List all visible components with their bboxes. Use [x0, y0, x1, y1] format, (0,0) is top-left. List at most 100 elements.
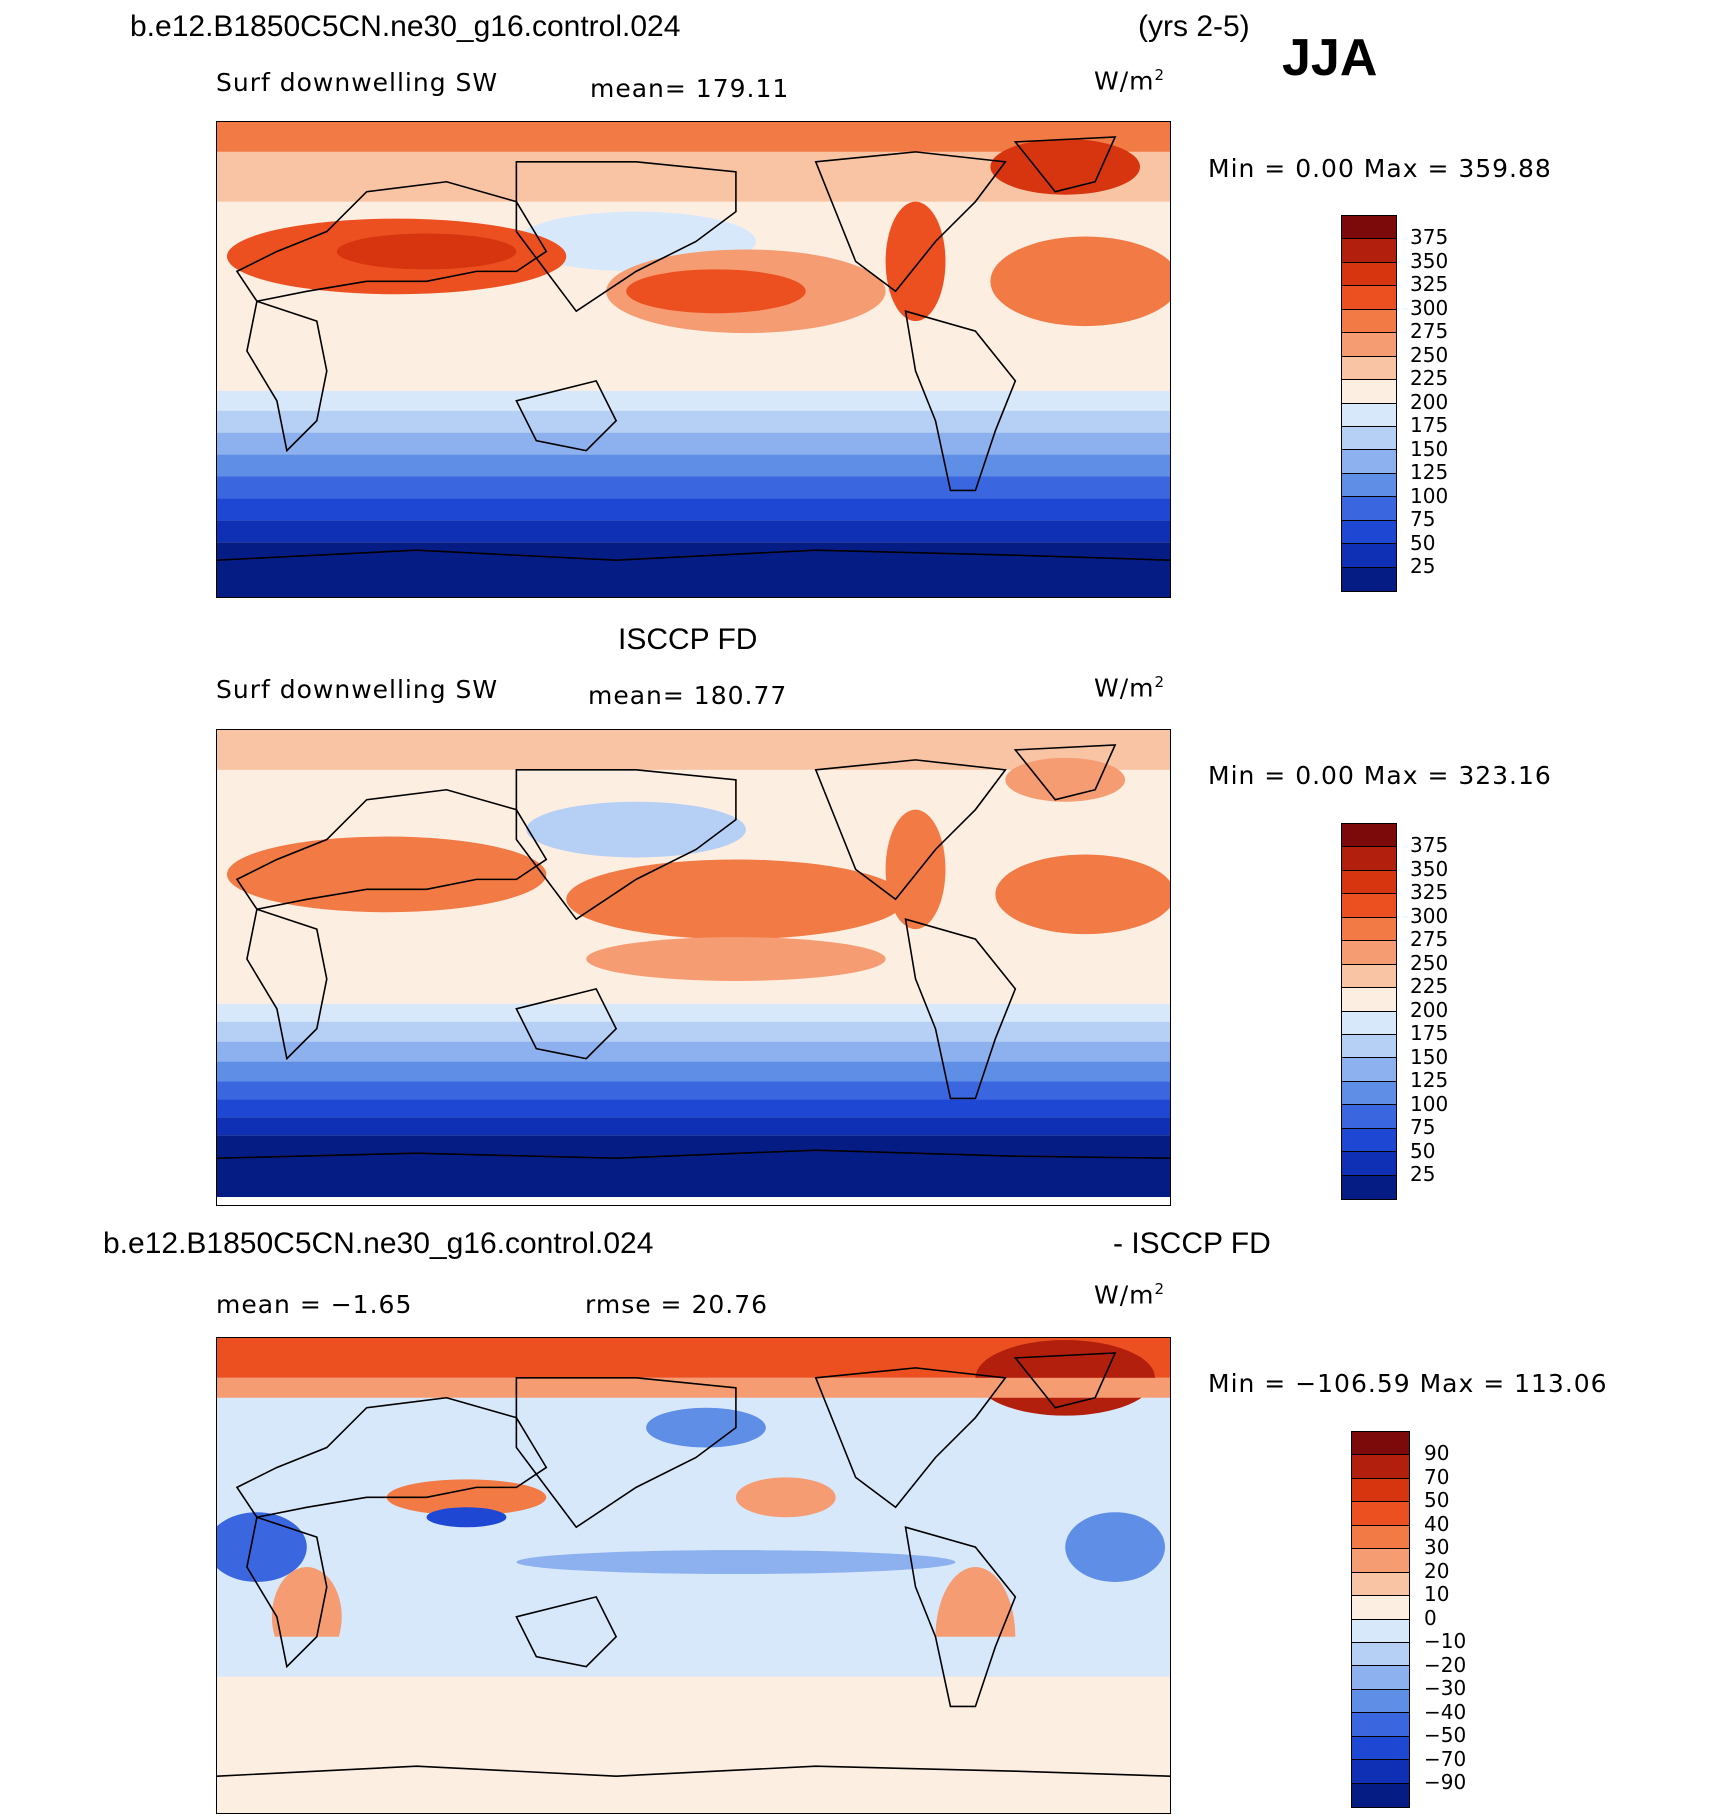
panel1-mean: mean= 179.11: [590, 74, 790, 103]
colorbar-swatch: [1342, 1058, 1396, 1082]
colorbar-label: 300: [1410, 295, 1449, 320]
colorbar-label: 200: [1410, 389, 1449, 414]
colorbar-label: 50: [1410, 530, 1436, 555]
colorbar-swatch: [1342, 380, 1396, 404]
colorbar-label: 375: [1410, 225, 1449, 249]
colorbar-swatch: [1342, 988, 1396, 1012]
colorbar-label: −30: [1424, 1676, 1467, 1700]
colorbar-swatch: [1342, 964, 1396, 989]
colorbar-label: 275: [1410, 927, 1449, 951]
colorbar-swatch: [1342, 894, 1396, 918]
colorbar-label: 225: [1410, 366, 1449, 390]
panel3-map: [216, 1337, 1171, 1814]
colorbar-label: 90: [1424, 1441, 1450, 1465]
colorbar-label: 30: [1424, 1535, 1450, 1559]
colorbar-swatch: [1342, 239, 1396, 263]
colorbar-swatch: [1352, 1666, 1409, 1690]
colorbar-swatch: [1352, 1760, 1409, 1784]
colorbar-swatch: [1352, 1525, 1409, 1550]
case-title: b.e12.B1850C5CN.ne30_g16.control.024: [130, 10, 681, 43]
colorbar-swatch: [1342, 824, 1396, 848]
colorbar-label: 75: [1410, 507, 1436, 531]
colorbar-swatch: [1352, 1689, 1409, 1714]
colorbar-swatch: [1342, 917, 1396, 942]
colorbar-label: 100: [1410, 1091, 1449, 1116]
colorbar-label: 75: [1410, 1115, 1436, 1139]
colorbar-label: −70: [1424, 1746, 1467, 1771]
colorbar-swatch: [1342, 473, 1396, 498]
colorbar-label: −40: [1424, 1699, 1467, 1724]
panel2-mean: mean= 180.77: [588, 681, 788, 710]
years-label: (yrs 2-5): [1138, 10, 1250, 43]
panel3-title-right: - ISCCP FD: [1113, 1227, 1271, 1260]
colorbar-swatch: [1352, 1596, 1409, 1620]
colorbar-swatch: [1342, 262, 1396, 287]
colorbar-swatch: [1352, 1478, 1409, 1503]
colorbar-swatch: [1342, 544, 1396, 568]
colorbar-swatch: [1342, 1128, 1396, 1153]
colorbar-swatch: [1342, 356, 1396, 381]
panel1-variable: Surf downwelling SW: [216, 68, 499, 97]
colorbar-swatch: [1352, 1455, 1409, 1479]
colorbar-swatch: [1342, 426, 1396, 451]
season-label: JJA: [1282, 29, 1378, 87]
colorbar-swatch: [1342, 941, 1396, 965]
colorbar-swatch: [1352, 1642, 1409, 1667]
colorbar-label: 50: [1410, 1138, 1436, 1163]
colorbar-swatch: [1342, 216, 1396, 240]
colorbar-label: −20: [1424, 1652, 1467, 1677]
colorbar-label: 50: [1424, 1488, 1450, 1512]
colorbar-swatch: [1342, 1011, 1396, 1035]
colorbar-swatch: [1352, 1432, 1409, 1456]
colorbar-label: 125: [1410, 1068, 1449, 1092]
colorbar-swatch: [1342, 1175, 1396, 1199]
panel3-mean: mean = −1.65: [216, 1290, 413, 1319]
colorbar-swatch: [1352, 1713, 1409, 1737]
panel2-variable: Surf downwelling SW: [216, 675, 499, 704]
panel2-units: W/m2: [1094, 673, 1166, 703]
panel2-map: [216, 729, 1171, 1206]
panel3-rmse: rmse = 20.76: [585, 1290, 769, 1319]
colorbar-label: 150: [1410, 1044, 1449, 1069]
colorbar-swatch: [1342, 1081, 1396, 1106]
colorbar-label: 250: [1410, 342, 1449, 367]
colorbar-label: 200: [1410, 997, 1449, 1022]
colorbar-label: 25: [1410, 1162, 1436, 1186]
colorbar-label: 10: [1424, 1582, 1450, 1606]
colorbar-swatch: [1342, 309, 1396, 334]
panel3-units: W/m2: [1094, 1280, 1166, 1310]
colorbar-label: 350: [1410, 856, 1449, 881]
colorbar-label: 125: [1410, 460, 1449, 484]
colorbar-label: 325: [1410, 880, 1449, 904]
panel2-title: ISCCP FD: [618, 623, 758, 656]
colorbar-label: 350: [1410, 248, 1449, 273]
colorbar-label: −90: [1424, 1770, 1467, 1794]
colorbar-label: 300: [1410, 903, 1449, 928]
colorbar-label: 25: [1410, 554, 1436, 578]
colorbar-swatch: [1342, 497, 1396, 521]
colorbar-swatch: [1342, 1152, 1396, 1176]
colorbar-swatch: [1342, 333, 1396, 357]
panel3-colorbar: [1351, 1431, 1410, 1808]
colorbar-swatch: [1342, 403, 1396, 427]
colorbar-swatch: [1342, 1034, 1396, 1059]
colorbar-label: 150: [1410, 436, 1449, 461]
panel1-units: W/m2: [1094, 66, 1166, 96]
panel3-title-left: b.e12.B1850C5CN.ne30_g16.control.024: [103, 1227, 654, 1260]
colorbar-label: 375: [1410, 833, 1449, 857]
colorbar-swatch: [1352, 1619, 1409, 1643]
colorbar-label: −10: [1424, 1629, 1467, 1653]
panel2-colorbar: [1341, 823, 1397, 1200]
colorbar-label: 325: [1410, 272, 1449, 296]
colorbar-swatch: [1342, 1105, 1396, 1129]
panel1-minmax: Min = 0.00 Max = 359.88: [1208, 154, 1552, 183]
colorbar-swatch: [1352, 1549, 1409, 1573]
colorbar-label: 250: [1410, 950, 1449, 975]
panel1-colorbar: [1341, 215, 1397, 592]
colorbar-swatch: [1342, 847, 1396, 871]
colorbar-swatch: [1352, 1783, 1409, 1807]
colorbar-label: 100: [1410, 483, 1449, 508]
panel1-map: [216, 121, 1171, 598]
colorbar-label: 225: [1410, 974, 1449, 998]
colorbar-label: 275: [1410, 319, 1449, 343]
